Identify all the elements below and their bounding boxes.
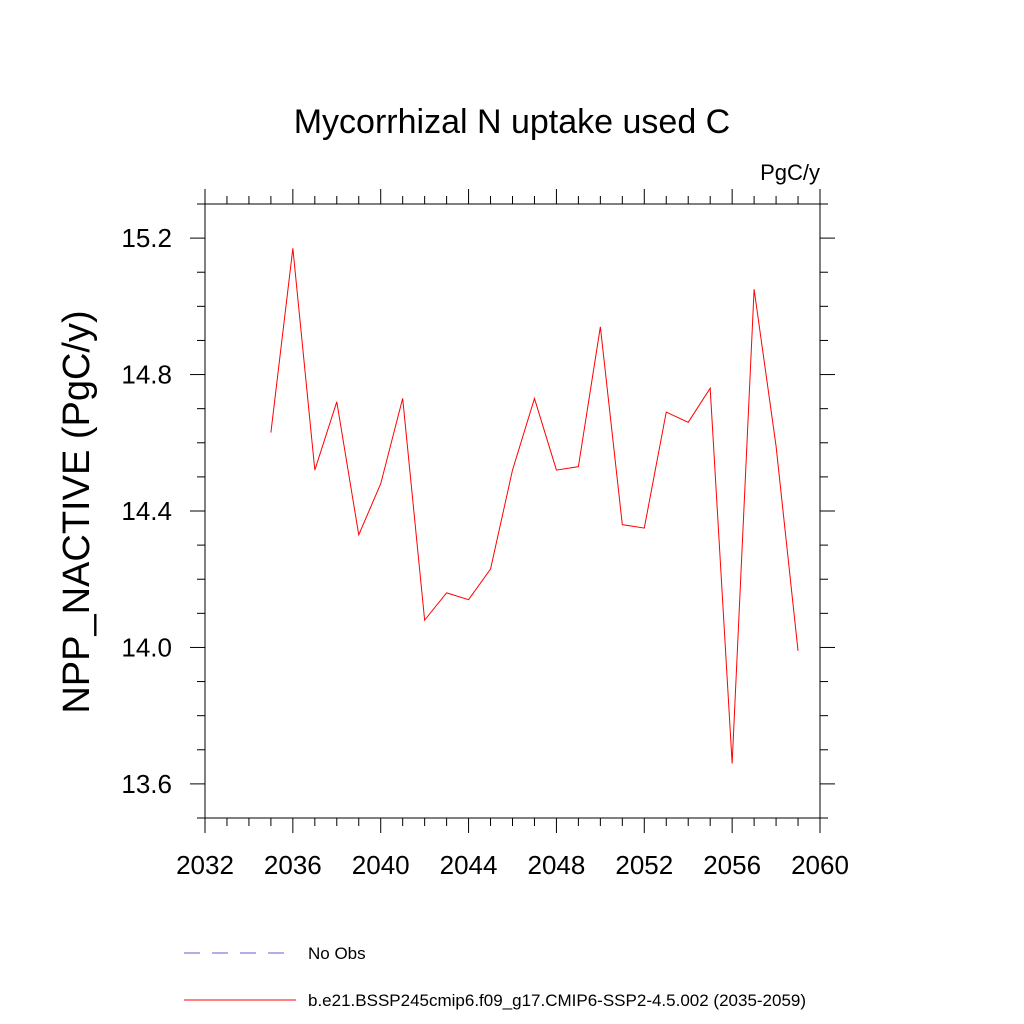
units-label: PgC/y — [760, 160, 820, 185]
series-group — [270, 248, 799, 764]
x-axis-ticks — [204, 189, 821, 833]
y-axis-ticks — [190, 203, 835, 819]
y-tick-label: 14.0 — [121, 632, 172, 662]
y-tick-label: 14.8 — [121, 360, 172, 390]
chart-title: Mycorrhizal N uptake used C — [294, 103, 731, 141]
x-tick-label: 2052 — [615, 850, 673, 880]
x-tick-label: 2056 — [703, 850, 761, 880]
legend-label-no-obs: No Obs — [308, 944, 366, 963]
series-line — [270, 248, 799, 764]
y-axis-tick-labels: 13.6 14.0 14.4 14.8 15.2 — [121, 223, 172, 799]
x-tick-label: 2060 — [791, 850, 849, 880]
y-tick-label: 14.4 — [121, 496, 172, 526]
x-axis-tick-labels: 2032 2036 2040 2044 2048 2052 2056 2060 — [176, 850, 849, 880]
y-axis-label: NPP_NACTIVE (PgC/y) — [56, 310, 98, 713]
x-tick-label: 2048 — [528, 850, 586, 880]
x-tick-label: 2040 — [352, 850, 410, 880]
y-tick-label: 13.6 — [121, 769, 172, 799]
legend-label-case: b.e21.BSSP245cmip6.f09_g17.CMIP6-SSP2-4.… — [308, 991, 806, 1010]
legend: No Obs b.e21.BSSP245cmip6.f09_g17.CMIP6-… — [184, 944, 806, 1010]
x-tick-label: 2036 — [264, 850, 322, 880]
y-tick-label: 15.2 — [121, 223, 172, 253]
x-tick-label: 2032 — [176, 850, 234, 880]
x-tick-label: 2044 — [440, 850, 498, 880]
